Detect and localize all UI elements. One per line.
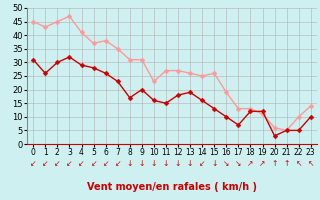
Text: ↗: ↗ bbox=[247, 160, 254, 168]
Text: ↙: ↙ bbox=[78, 160, 85, 168]
Text: ↙: ↙ bbox=[199, 160, 205, 168]
Text: ↗: ↗ bbox=[259, 160, 266, 168]
Text: ↓: ↓ bbox=[187, 160, 193, 168]
Text: ↙: ↙ bbox=[54, 160, 60, 168]
Text: ↙: ↙ bbox=[66, 160, 73, 168]
Text: ↙: ↙ bbox=[30, 160, 36, 168]
Text: ↙: ↙ bbox=[90, 160, 97, 168]
Text: ↓: ↓ bbox=[211, 160, 217, 168]
Text: ↖: ↖ bbox=[295, 160, 302, 168]
Text: Vent moyen/en rafales ( km/h ): Vent moyen/en rafales ( km/h ) bbox=[87, 182, 257, 192]
Text: ↓: ↓ bbox=[139, 160, 145, 168]
Text: ↙: ↙ bbox=[102, 160, 109, 168]
Text: ↖: ↖ bbox=[308, 160, 314, 168]
Text: ↑: ↑ bbox=[271, 160, 278, 168]
Text: ↓: ↓ bbox=[175, 160, 181, 168]
Text: ↙: ↙ bbox=[115, 160, 121, 168]
Text: ↑: ↑ bbox=[284, 160, 290, 168]
Text: ↙: ↙ bbox=[42, 160, 49, 168]
Text: ↓: ↓ bbox=[127, 160, 133, 168]
Text: ↓: ↓ bbox=[163, 160, 169, 168]
Text: ↘: ↘ bbox=[235, 160, 242, 168]
Text: ↓: ↓ bbox=[151, 160, 157, 168]
Text: ↘: ↘ bbox=[223, 160, 229, 168]
